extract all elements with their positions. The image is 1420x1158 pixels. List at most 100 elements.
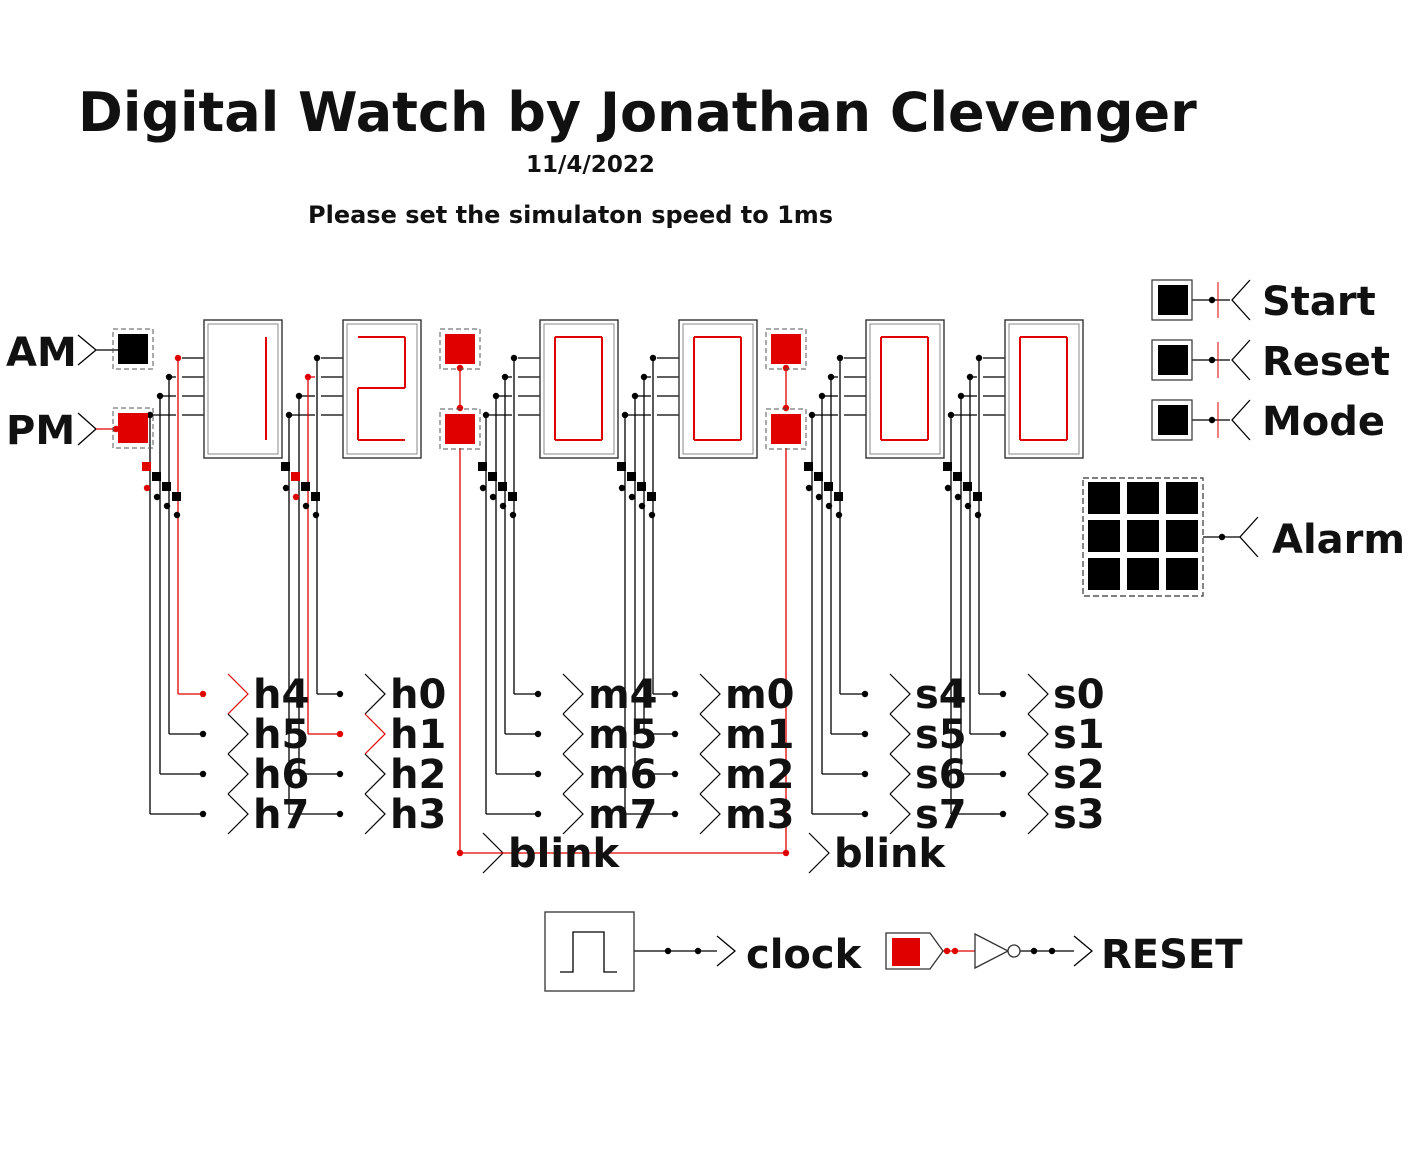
output-pin-label: h3 (390, 792, 446, 838)
keypad-key[interactable] (1166, 558, 1198, 590)
junction-dot (671, 730, 679, 738)
junction-dot (999, 690, 1007, 698)
splitter-bit (291, 472, 300, 481)
clock-frame (544, 911, 635, 992)
start-button[interactable] (1151, 279, 1193, 321)
wire (77, 334, 98, 366)
splitter-bit (953, 472, 962, 481)
splitter-bit (301, 482, 310, 491)
am-indicator-led (112, 328, 154, 370)
output-pin-label: h4 (253, 672, 309, 718)
pm-label: PM (6, 408, 75, 454)
junction-dot (628, 493, 636, 501)
output-pin-label: m1 (725, 712, 795, 758)
keypad-key[interactable] (1166, 482, 1198, 514)
pin-arrow (227, 673, 249, 715)
output-pin-label: s4 (915, 672, 967, 718)
keypad-key[interactable] (1127, 520, 1159, 552)
led-frame (112, 407, 154, 449)
splitter-bit (281, 462, 290, 471)
display-frame (865, 319, 945, 459)
pin-arrow (562, 673, 584, 715)
junction-dot (974, 511, 982, 519)
page-title: Digital Watch by Jonathan Clevenger (78, 81, 1197, 144)
wire (1073, 935, 1094, 967)
output-pin-label: m2 (725, 752, 795, 798)
keypad-key[interactable] (1166, 520, 1198, 552)
reset-button[interactable] (1151, 339, 1193, 381)
junction-dot (805, 484, 813, 492)
junction-dot (336, 690, 344, 698)
display-bezel (543, 323, 615, 455)
junction-dot (1030, 947, 1038, 955)
wire (560, 931, 617, 973)
splitter-bit (162, 482, 171, 491)
output-pin-label: s1 (1053, 712, 1105, 758)
keypad-key[interactable] (1127, 558, 1159, 590)
pin-arrow (1027, 793, 1049, 835)
pin-arrow (699, 793, 721, 835)
button-face (1158, 285, 1188, 315)
junction-dot (153, 493, 161, 501)
output-pin-label: s2 (1053, 752, 1105, 798)
keypad-key[interactable] (1088, 558, 1120, 590)
led-frame (439, 328, 481, 370)
colon-led-top (765, 328, 807, 370)
pin-arrow (808, 832, 830, 874)
junction-dot (671, 690, 679, 698)
splitter-bit (963, 482, 972, 491)
junction-dot (199, 690, 207, 698)
junction-dot (951, 947, 959, 955)
clock-label: clock (746, 932, 863, 978)
junction-dot (199, 810, 207, 818)
junction-dot (173, 511, 181, 519)
output-pin-label: m6 (588, 752, 658, 798)
pin-arrow (227, 753, 249, 795)
blink-pin-label: blink (834, 831, 947, 877)
junction-dot (638, 502, 646, 510)
junction-dot (964, 502, 972, 510)
splitter-bit (488, 472, 497, 481)
junction-dot (1208, 416, 1216, 424)
splitter-bit (834, 492, 843, 501)
seven-segment-display (678, 319, 758, 459)
output-pin-label: s3 (1053, 792, 1105, 838)
splitter-bit (647, 492, 656, 501)
keypad-key[interactable] (1127, 482, 1159, 514)
junction-dot (861, 690, 869, 698)
alarm-keypad[interactable] (1082, 477, 1204, 597)
pin-arrow (1027, 673, 1049, 715)
bit-splitter (617, 462, 656, 501)
splitter-bit (498, 482, 507, 491)
junction-dot (534, 770, 542, 778)
pin-arrow (227, 793, 249, 835)
reset-chain (885, 932, 1021, 970)
pin-arrow (699, 673, 721, 715)
keypad-key[interactable] (1088, 482, 1120, 514)
bit-splitter (943, 462, 982, 501)
splitter-bit (508, 492, 517, 501)
mode-button[interactable] (1151, 399, 1193, 441)
junction-dot (112, 425, 120, 433)
junction-dot (336, 770, 344, 778)
junction-dot (1048, 947, 1056, 955)
keypad-key[interactable] (1088, 520, 1120, 552)
splitter-bit (627, 472, 636, 481)
junction-dot (694, 947, 702, 955)
junction-dot (534, 810, 542, 818)
display-bezel (869, 323, 941, 455)
wire (716, 935, 737, 967)
wire (1239, 516, 1259, 558)
junction-dot (861, 810, 869, 818)
junction-dot (671, 770, 679, 778)
display-frame (678, 319, 758, 459)
junction-dot (199, 730, 207, 738)
junction-dot (1208, 356, 1216, 364)
display-bezel (207, 323, 279, 455)
colon-led-bottom (765, 408, 807, 450)
seven-segment-display (342, 319, 422, 459)
pin-arrow (562, 753, 584, 795)
output-pin-label: m5 (588, 712, 658, 758)
junction-dot (292, 493, 300, 501)
